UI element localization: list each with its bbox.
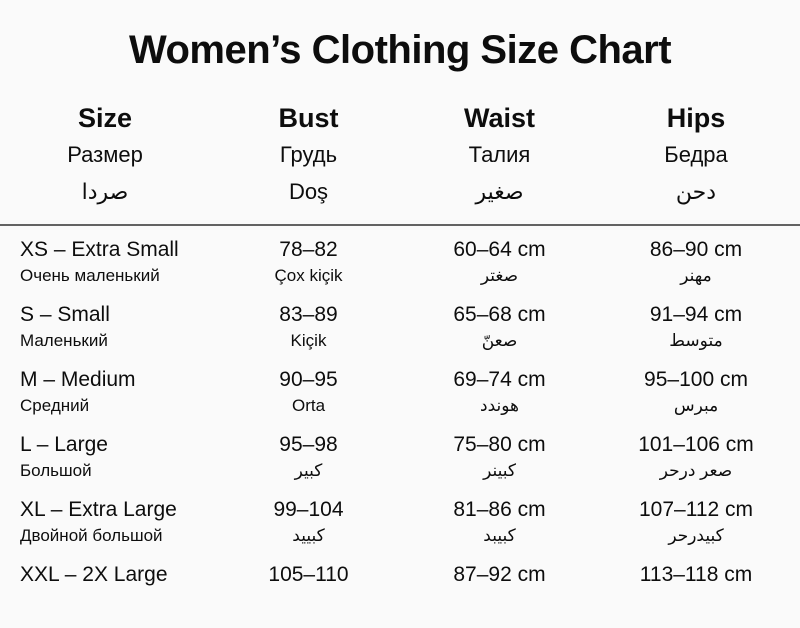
size-value: S – Small [20,303,110,326]
hips-value: 91–94 cm [649,303,743,326]
column-label: Hips [666,103,726,133]
column-header-hips: Hips Бедра دحن [592,103,800,205]
hips-cell: 101–106 cm صعر درحر [592,433,800,498]
size-translation: Маленький [20,331,108,350]
table-row-m: M – Medium Средний 90–95 Orta 69–74 cm ه… [0,368,800,433]
bust-cell: 83–89 Kiçik [210,303,407,368]
bust-value: 90–95 [279,368,338,391]
hips-translation: صعر درحر [659,461,733,480]
waist-translation: صغتر [480,266,519,285]
hips-translation: كبيدرحر [668,526,724,545]
bust-translation: كبير [294,461,323,480]
hips-cell: 107–112 cm كبيدرحر [592,498,800,563]
hips-cell: 113–118 cm [592,563,800,628]
bust-value: 105–110 [268,563,349,586]
column-label-other: دحن [675,179,717,204]
page-title: Women’s Clothing Size Chart [128,28,672,72]
size-cell: S – Small Маленький [0,303,210,368]
bust-cell: 105–110 [210,563,407,628]
hips-translation: مبرس [673,396,719,415]
waist-cell: 87–92 cm [407,563,592,628]
bust-cell: 99–104 كبييد [210,498,407,563]
bust-cell: 95–98 كبير [210,433,407,498]
size-value: XS – Extra Small [20,238,179,261]
column-label-other: Doş [288,179,329,204]
hips-translation: متوسط [669,331,723,350]
waist-translation: كبينر [483,461,516,480]
size-translation: Большой [20,461,92,480]
size-cell: XXL – 2X Large [0,563,210,628]
waist-cell: 81–86 cm كبيبد [407,498,592,563]
header-divider [0,224,800,226]
size-cell: L – Large Большой [0,433,210,498]
size-cell: XS – Extra Small Очень маленький [0,238,210,303]
bust-cell: 90–95 Orta [210,368,407,433]
column-header-bust: Bust Грудь Doş [210,103,407,205]
table-row-xxl: XXL – 2X Large 105–110 87–92 cm 113–118 … [0,563,800,628]
bust-cell: 78–82 Çox kiçik [210,238,407,303]
waist-value: 69–74 cm [453,368,546,391]
waist-value: 60–64 cm [453,238,546,261]
bust-value: 83–89 [279,303,338,326]
column-header-waist: Waist Талия صغير [407,103,592,205]
column-label: Bust [278,103,339,133]
size-cell: XL – Extra Large Двойной большой [0,498,210,563]
table-row-xs: XS – Extra Small Очень маленький 78–82 Ç… [0,238,800,303]
table-body: XS – Extra Small Очень маленький 78–82 Ç… [0,226,800,628]
bust-value: 78–82 [279,238,338,261]
table-row-s: S – Small Маленький 83–89 Kiçik 65–68 cm… [0,303,800,368]
column-label-other: صردا [81,179,129,204]
column-header-size: Size Размер صردا [0,103,210,205]
size-translation: Очень маленький [20,266,160,285]
column-label: Size [77,103,133,133]
waist-translation: صعنّ [481,331,518,350]
waist-cell: 65–68 cm صعنّ [407,303,592,368]
size-translation: Двойной большой [20,526,163,545]
size-value: L – Large [20,433,108,456]
hips-cell: 95–100 cm مبرس [592,368,800,433]
waist-translation: كبيبد [483,526,516,545]
hips-cell: 91–94 cm متوسط [592,303,800,368]
waist-value: 65–68 cm [453,303,546,326]
bust-value: 95–98 [279,433,338,456]
column-label-russian: Бедра [664,142,728,167]
waist-cell: 75–80 cm كبينر [407,433,592,498]
hips-value: 95–100 cm [644,368,748,391]
hips-cell: 86–90 cm مهنر [592,238,800,303]
column-label: Waist [463,103,535,133]
bust-value: 99–104 [273,498,344,521]
table-row-l: L – Large Большой 95–98 كبير 75–80 cm كب… [0,433,800,498]
hips-value: 113–118 cm [639,563,753,586]
waist-value: 87–92 cm [453,563,546,586]
bust-translation: Çox kiçik [274,266,343,285]
bust-translation: كبييد [292,526,325,545]
table-row-xl: XL – Extra Large Двойной большой 99–104 … [0,498,800,563]
size-value: XXL – 2X Large [20,563,168,586]
column-label-russian: Талия [468,142,531,167]
bust-translation: Orta [291,396,326,415]
size-value: M – Medium [20,368,136,391]
waist-value: 81–86 cm [453,498,546,521]
size-value: XL – Extra Large [20,498,177,521]
bust-translation: Kiçik [290,331,327,350]
waist-value: 75–80 cm [453,433,546,456]
size-cell: M – Medium Средний [0,368,210,433]
column-label-russian: Размер [67,142,143,167]
size-translation: Средний [20,396,90,415]
waist-cell: 60–64 cm صغتر [407,238,592,303]
hips-value: 86–90 cm [649,238,743,261]
size-chart-page: Women’s Clothing Size Chart Size Размер … [0,28,800,627]
hips-translation: مهنر [680,266,712,285]
column-label-other: صغير [475,179,524,204]
waist-cell: 69–74 cm هوندد [407,368,592,433]
hips-value: 101–106 cm [638,433,754,456]
hips-value: 107–112 cm [638,498,754,521]
table-header: Size Размер صردا Bust Грудь Doş Waist Та… [0,103,800,205]
waist-translation: هوندد [480,396,519,415]
column-label-russian: Грудь [279,142,338,167]
